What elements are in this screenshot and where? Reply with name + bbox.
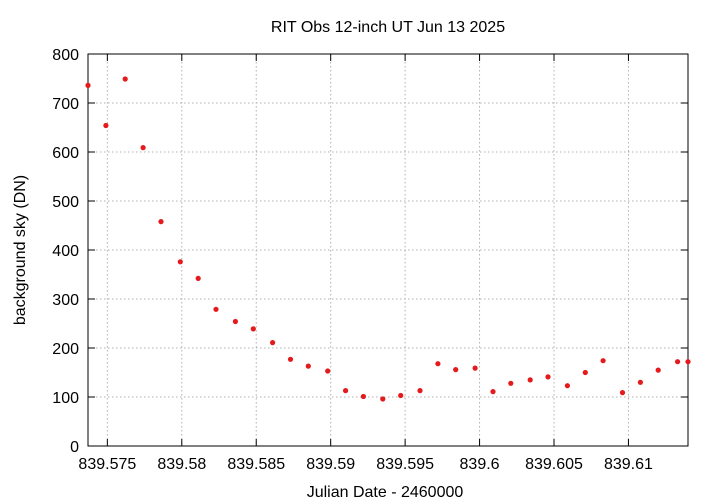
x-tick-label: 839.605 bbox=[525, 456, 583, 473]
data-point bbox=[177, 259, 183, 265]
data-point bbox=[417, 388, 423, 394]
data-point bbox=[619, 390, 626, 396]
data-point bbox=[582, 369, 588, 376]
data-point bbox=[453, 367, 459, 373]
data-point bbox=[103, 122, 109, 129]
x-tick-label: 839.575 bbox=[78, 456, 136, 473]
x-tick-label: 839.61 bbox=[604, 456, 653, 473]
data-point bbox=[380, 396, 386, 402]
data-point bbox=[287, 356, 294, 362]
y-tick-label: 400 bbox=[52, 243, 79, 260]
data-point bbox=[398, 392, 404, 399]
data-point bbox=[685, 359, 691, 365]
data-point bbox=[675, 359, 681, 365]
data-point bbox=[564, 383, 571, 389]
y-tick-label: 600 bbox=[52, 145, 79, 162]
x-tick-label: 839.59 bbox=[306, 456, 355, 473]
x-tick-label: 839.6 bbox=[460, 456, 500, 473]
data-point bbox=[508, 380, 514, 386]
data-point bbox=[325, 368, 331, 374]
data-point bbox=[213, 306, 219, 312]
data-point bbox=[270, 340, 276, 346]
data-point bbox=[600, 358, 606, 364]
x-tick-label: 839.595 bbox=[376, 456, 434, 473]
data-point bbox=[232, 318, 238, 325]
data-point bbox=[655, 367, 661, 373]
axis-ticks: 839.575 839.58 839.585 839.59 839.595 839.6 83… bbox=[52, 47, 688, 473]
x-tick-label: 839.58 bbox=[157, 456, 206, 473]
data-point bbox=[637, 379, 644, 385]
y-tick-label: 700 bbox=[52, 96, 79, 113]
grid-lines bbox=[88, 54, 688, 446]
chart-title: RIT Obs 12-inch UT Jun 13 2025 bbox=[271, 19, 505, 36]
y-tick-label: 300 bbox=[52, 292, 79, 309]
data-point bbox=[305, 363, 311, 369]
x-tick-label: 839.585 bbox=[227, 456, 285, 473]
data-point bbox=[472, 365, 478, 371]
data-point bbox=[85, 82, 91, 88]
y-tick-label: 500 bbox=[52, 194, 79, 211]
data-point bbox=[250, 326, 256, 332]
y-tick-label: 0 bbox=[70, 439, 79, 456]
data-point bbox=[343, 388, 349, 394]
data-point bbox=[490, 389, 496, 395]
y-tick-label: 100 bbox=[52, 390, 79, 407]
data-point bbox=[195, 275, 201, 281]
data-point bbox=[527, 377, 533, 383]
data-points bbox=[85, 76, 691, 402]
data-point bbox=[360, 393, 366, 400]
data-point bbox=[158, 219, 164, 225]
y-tick-label: 800 bbox=[52, 47, 79, 64]
data-point bbox=[435, 361, 441, 367]
data-point bbox=[122, 76, 128, 82]
data-point bbox=[140, 145, 146, 151]
data-point bbox=[545, 374, 551, 380]
y-axis-label: background sky (DN) bbox=[12, 175, 29, 325]
x-axis-label: Julian Date - 2460000 bbox=[307, 484, 464, 501]
y-tick-label: 200 bbox=[52, 341, 79, 358]
